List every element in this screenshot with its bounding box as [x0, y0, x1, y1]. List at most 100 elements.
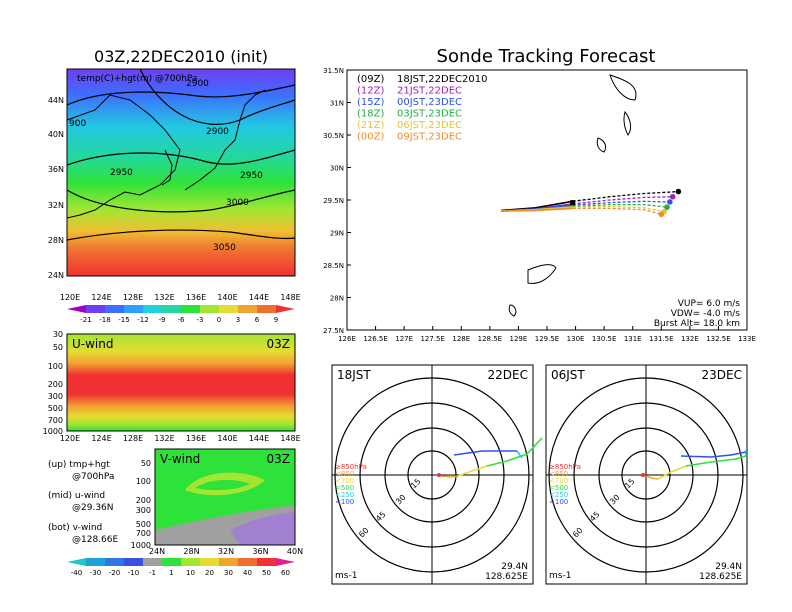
- legend-text: 09JST,23DEC: [397, 132, 462, 143]
- hodograph-trace: [486, 437, 543, 467]
- colorbar-label: -12: [137, 316, 148, 324]
- lat-tick-label: 36N: [252, 547, 268, 556]
- colorbar-label: 30: [224, 569, 233, 577]
- height-contour-3000: [66, 189, 296, 213]
- lon-tick-label: 136E: [186, 293, 206, 302]
- u-wind-frame: [66, 333, 296, 432]
- legend-text: 21JST,22DEC: [397, 86, 462, 97]
- v-wind-frame: [154, 448, 296, 546]
- lon-tick-label: 128E: [123, 293, 143, 302]
- colorbar-label: 10: [186, 569, 195, 577]
- track-line-solid: [501, 200, 573, 212]
- legend-code: (15Z): [357, 97, 384, 108]
- lat-tick-label: 32N: [48, 201, 64, 210]
- contour-label: 3000: [226, 198, 249, 208]
- wind-colorbar: -40 -30 -20 -10 -1 1 10 20 30 40 50 60: [67, 558, 295, 577]
- hodograph-time: 18JST: [337, 368, 371, 382]
- lat-tick-label: 24N: [48, 271, 64, 280]
- contour-label: 2950: [110, 168, 133, 178]
- x-tick-label: 132E: [681, 335, 699, 343]
- legend-text: 00JST,23DEC: [397, 97, 462, 108]
- temperature-map-panel: 2900 2900 2950 2950 3000 3050 900 temp(C…: [48, 68, 301, 302]
- pressure-tick-label: 700: [136, 529, 151, 538]
- x-tick-label: 126.5E: [363, 335, 387, 343]
- lon-tick-label: 132E: [154, 293, 174, 302]
- colorbar-swatch: [181, 305, 200, 313]
- pressure-tick-label: 50: [53, 343, 63, 352]
- legend-text: 03JST,23DEC: [397, 109, 462, 120]
- contour-label: 3050: [213, 243, 236, 253]
- pressure-tick-label: 1000: [131, 541, 151, 550]
- x-tick-label: 129E: [510, 335, 528, 343]
- lat-tick-label: 28N: [48, 236, 64, 245]
- u-wind-y-labels: 30 50 100 200 300 500 700 1000: [43, 330, 63, 436]
- pressure-tick-label: 30: [53, 330, 63, 339]
- pressure-tick-label: 200: [136, 496, 151, 505]
- note-line: @29.36N: [72, 503, 114, 513]
- panel-notes: (up) tmp+hgt @700hPa (mid) u-wind @29.36…: [48, 460, 118, 545]
- hodograph-trace: [441, 475, 459, 478]
- level-legend-entry: ≥850hPa: [335, 463, 367, 471]
- colorbar-swatch: [124, 305, 143, 313]
- u-wind-field: [67, 334, 295, 431]
- colorbar-label: 6: [255, 316, 260, 324]
- hodograph-time: 06JST: [551, 368, 585, 382]
- x-tick-label: 128E: [452, 335, 470, 343]
- y-tick-label: 29N: [330, 230, 344, 238]
- level-legend-entry: <250: [549, 491, 568, 499]
- colorbar-swatch: [86, 305, 105, 313]
- level-legend-entry: <700: [335, 477, 354, 485]
- colorbar-swatch: [200, 558, 219, 566]
- colorbar-label: -9: [159, 316, 166, 324]
- pressure-tick-label: 1000: [43, 427, 63, 436]
- x-tick-label: 130.5E: [592, 335, 616, 343]
- colorbar-swatch: [124, 558, 143, 566]
- colorbar-label: -21: [80, 316, 91, 324]
- note-line: @128.66E: [72, 535, 118, 545]
- level-legend-entry: <500: [549, 484, 568, 492]
- v-wind-label: V-wind: [160, 452, 200, 466]
- tracking-axes: 126E 126.5E 127E 127.5E 128E 128.5E 129E 129.5E…: [323, 67, 756, 343]
- colorbar-swatch: [105, 305, 124, 313]
- hodograph-date: 23DEC: [702, 368, 742, 382]
- v-wind-contour: [195, 479, 250, 491]
- contour-label: 2900: [206, 127, 229, 137]
- x-tick-label: 129.5E: [535, 335, 559, 343]
- colorbar-swatch: [238, 305, 257, 313]
- lon-tick-label: 140E: [217, 293, 237, 302]
- track-endpoint: [669, 193, 676, 200]
- hodograph-lat: 29.4N: [715, 562, 742, 572]
- lat-tick-label: 24N: [149, 547, 165, 556]
- lon-tick-label: 132E: [154, 434, 174, 443]
- lon-tick-label: 136E: [186, 434, 206, 443]
- pressure-tick-label: 500: [136, 520, 151, 529]
- hodograph-trace: [516, 450, 523, 459]
- track-endpoint: [664, 204, 670, 210]
- lon-tick-label: 148E: [280, 293, 300, 302]
- legend-code: (21Z): [357, 120, 384, 131]
- x-tick-label: 131.5E: [649, 335, 673, 343]
- x-tick-label: 133E: [738, 335, 756, 343]
- y-tick-label: 30.5N: [323, 132, 344, 140]
- coastline-korea: [161, 149, 173, 186]
- pressure-tick-label: 300: [136, 506, 151, 515]
- colorbar-label: -18: [99, 316, 110, 324]
- colorbar-swatch: [219, 305, 238, 313]
- contour-label: 900: [69, 119, 86, 129]
- lat-tick-label: 40N: [287, 547, 303, 556]
- tracking-series: [501, 188, 682, 218]
- contour-label: 2900: [186, 79, 209, 89]
- lon-tick-label: 120E: [60, 293, 80, 302]
- level-legend-entry: <100: [335, 498, 354, 506]
- island: [527, 264, 557, 284]
- u-wind-label: U-wind: [72, 337, 113, 351]
- hodograph-units: ms-1: [549, 571, 571, 581]
- x-tick-label: 131E: [624, 335, 642, 343]
- y-tick-label: 29.5N: [323, 197, 344, 205]
- lat-tick-label: 32N: [218, 547, 234, 556]
- note-line: (bot) v-wind: [48, 523, 102, 533]
- colorbar-swatch: [238, 558, 257, 566]
- launch-marker: [570, 200, 576, 206]
